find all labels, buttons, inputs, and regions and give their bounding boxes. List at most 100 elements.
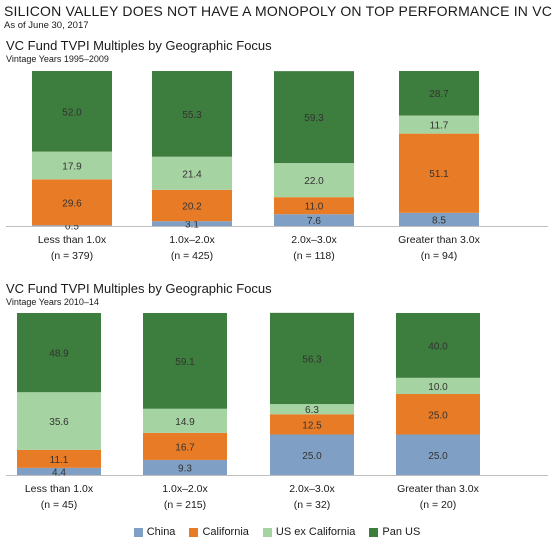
chart2-label-china-0: 4.4 [52,467,66,478]
legend-swatch-us-ex-california [262,527,272,537]
legend-label-pan-us: Pan US [382,526,421,538]
chart2-label-us-ex-california-3: 10.0 [428,382,448,393]
chart1-bar-california-0 [32,179,112,226]
chart2-svg: 4.411.1 35.6 48.9 Less than 1.0x (n = 45) 9.3… [6,312,548,511]
chart2-label-pan-us-2: 56.3 [302,354,322,365]
chart1-bar-us-ex-california-3 [399,115,479,134]
chart1-svg: 0.5 29.6 17.9 52.0 Less than 1.0x (n = 379) 3.… [6,71,548,262]
legend-label-china: China [146,526,176,538]
chart2-label-china-3: 25.0 [428,451,448,462]
chart1-bar-us-ex-california-0 [32,151,112,180]
chart1-label-california-2: 11.0 [305,202,324,213]
chart2-category-label-3: Greater than 3.0x [397,483,479,495]
chart1-label-us-ex-california-2: 22.0 [304,176,324,187]
chart1-bar-china-2 [274,214,354,226]
chart2-bar-us-ex-california-1 [143,408,227,433]
chart2-bar-us-ex-california-3 [396,377,480,394]
chart1-bar-pan-us-0 [32,71,112,152]
legend-swatch-california [189,527,199,537]
chart1-count-label-0: (n = 379) [51,250,93,262]
chart1-label-us-ex-california-3: 11.7 [430,121,449,132]
chart1-bar-us-ex-california-1 [152,156,232,190]
chart2-label-us-ex-california-2: 6.3 [305,405,319,416]
chart1-label-california-3: 51.1 [429,169,449,180]
chart2-count-label-3: (n = 20) [420,499,456,511]
chart1-label-pan-us-2: 59.3 [304,113,324,124]
legend-swatch-pan-us [369,527,379,537]
chart1-label-pan-us-1: 55.3 [182,110,202,121]
chart2-category-label-1: 1.0x–2.0x [162,483,208,495]
chart2-label-california-2: 12.5 [302,420,322,431]
chart2-bar-china-0 [17,467,101,475]
chart1-bar-pan-us-2 [274,71,354,164]
chart2-bar-china-3 [396,434,480,475]
chart1-bar-california-1 [152,189,232,222]
legend-item-pan-us: Pan US [369,526,420,538]
legend-item-china: China [133,526,176,538]
chart1-bar-us-ex-california-2 [274,163,354,198]
chart2-bar-california-1 [143,432,227,460]
chart1-label-pan-us-0: 52.0 [62,107,82,118]
legend-label-california: California [202,526,249,538]
chart2-bar-california-2 [270,414,354,435]
chart1-bar-california-2 [274,197,354,215]
chart1-bar-china-3 [399,212,479,226]
chart2-label-pan-us-3: 40.0 [428,341,448,352]
chart2-label-pan-us-1: 59.1 [175,357,195,368]
chart1-category-label-2: 2.0x–3.0x [291,234,337,246]
chart2-label-california-0: 11.1 [50,455,69,466]
chart1-label-california-1: 20.2 [182,202,202,213]
chart2-bar-china-1 [143,459,227,475]
chart1-label-california-0: 29.6 [62,198,82,209]
chart2-bar-pan-us-3 [396,313,480,378]
legend-item-california: California [189,526,249,538]
chart2-count-label-1: (n = 215) [164,499,206,511]
chart2-category-label-2: 2.0x–3.0x [289,483,335,495]
legend-item-us-ex-california: US ex California [262,526,355,538]
chart1-label-china-1: 3.1 [185,220,199,231]
chart1-bar-pan-us-3 [399,71,479,116]
chart1-label-china-2: 7.6 [307,216,321,227]
chart2-label-us-ex-california-0: 35.6 [49,417,69,428]
chart2-bar-california-0 [17,449,101,468]
chart2-label-california-1: 16.7 [175,442,195,453]
chart1-label-pan-us-3: 28.7 [429,89,449,100]
chart2-bar-us-ex-california-0 [17,392,101,450]
chart1-title: VC Fund TVPI Multiples by Geographic Foc… [6,38,272,53]
page-title: SILICON VALLEY DOES NOT HAVE A MONOPOLY … [4,3,553,19]
as-of-date: As of June 30, 2017 [4,20,89,31]
chart2-subtitle: Vintage Years 2010–14 [6,297,99,307]
chart1-bar-china-0 [32,225,112,226]
chart2-bar-china-2 [270,434,354,475]
chart1-bar-california-3 [399,133,479,213]
chart2-bar-pan-us-0 [17,313,101,393]
chart2-label-california-3: 25.0 [428,410,448,421]
chart1-label-china-3: 8.5 [432,215,446,226]
chart1-label-china-0: 0.5 [65,222,79,233]
chart2-bar-us-ex-california-2 [270,404,354,415]
chart1-category-label-1: 1.0x–2.0x [169,234,215,246]
legend: China California US ex California Pan US [0,526,554,538]
chart1-label-us-ex-california-0: 17.9 [62,161,82,172]
chart2-label-pan-us-0: 48.9 [49,349,69,360]
chart1-count-label-2: (n = 118) [293,250,335,262]
chart1-category-label-3: Greater than 3.0x [398,234,480,246]
chart1-bar-pan-us-1 [152,71,232,157]
chart2-bar-pan-us-1 [143,313,227,409]
legend-swatch-china [133,527,143,537]
chart2-category-label-0: Less than 1.0x [25,483,94,495]
chart1-bar-china-1 [152,221,232,226]
chart2-label-china-1: 9.3 [178,463,192,474]
chart2-label-us-ex-california-1: 14.9 [175,417,195,428]
chart2-bar-pan-us-2 [270,312,354,405]
chart2-count-label-2: (n = 32) [294,499,330,511]
chart1-count-label-3: (n = 94) [421,250,457,262]
chart1-count-label-1: (n = 425) [171,250,213,262]
chart2-count-label-0: (n = 45) [41,499,77,511]
chart1-category-label-0: Less than 1.0x [38,234,107,246]
chart1-subtitle: Vintage Years 1995–2009 [6,54,109,64]
chart2-title: VC Fund TVPI Multiples by Geographic Foc… [6,281,272,296]
chart2-bar-california-3 [396,394,480,435]
chart1-label-us-ex-california-1: 21.4 [182,169,202,180]
chart2-label-china-2: 25.0 [302,451,322,462]
